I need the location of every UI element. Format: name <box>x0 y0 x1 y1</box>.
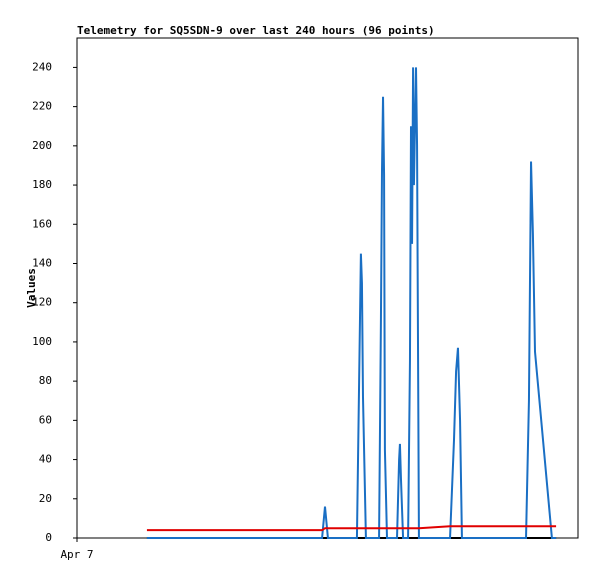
y-tick-label: 40 <box>39 453 52 466</box>
plot-frame <box>76 37 579 539</box>
y-tick-label: 120 <box>32 296 52 309</box>
x-tick-label: Apr 7 <box>60 548 93 561</box>
y-tick-label: 160 <box>32 217 52 230</box>
y-axis-label: Values <box>25 268 38 308</box>
y-tick-label: 180 <box>32 178 52 191</box>
y-tick-label: 80 <box>39 374 52 387</box>
y-tick-label: 220 <box>32 100 52 113</box>
y-tick-label: 100 <box>32 335 52 348</box>
series-line <box>146 67 557 539</box>
y-tick-label: 60 <box>39 413 52 426</box>
y-tick-label: 240 <box>32 60 52 73</box>
series-line <box>146 525 557 532</box>
y-tick-label: 0 <box>45 531 52 544</box>
y-tick-label: 200 <box>32 139 52 152</box>
y-tick-label: 140 <box>32 256 52 269</box>
y-tick-label: 20 <box>39 492 52 505</box>
chart-title: Telemetry for SQ5SDN-9 over last 240 hou… <box>77 24 435 37</box>
